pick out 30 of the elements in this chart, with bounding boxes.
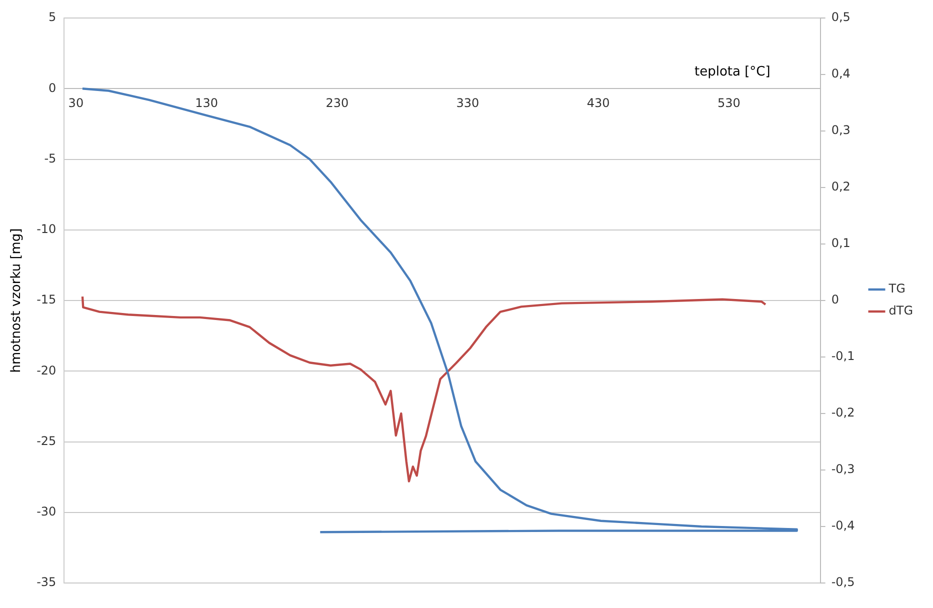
y-tick-label: -30: [36, 504, 56, 518]
y2-tick-label: 0,4: [831, 66, 850, 81]
y2-tick-label: 0,3: [831, 123, 850, 138]
x-tick-label: 430: [586, 96, 610, 110]
y-tick-label: -20: [36, 363, 56, 378]
y-tick-label: -25: [36, 434, 56, 448]
y2-tick-label: 0,1: [831, 236, 850, 250]
y-tick-label: 5: [48, 10, 56, 24]
y-axis-title: hmotnost vzorku [mg]: [9, 228, 24, 373]
x-tick-label: 230: [326, 96, 349, 110]
legend-label: dTG: [888, 304, 914, 318]
y2-tick-label: 0: [831, 292, 839, 307]
x-axis-title: teplota [°C]: [694, 64, 770, 80]
y2-tick-label: -0,4: [831, 518, 855, 533]
y-tick-label: -15: [36, 292, 56, 307]
y2-tick-label: -0,1: [831, 349, 855, 364]
y-tick-label: -35: [36, 575, 56, 590]
y2-tick-label: -0,5: [831, 575, 855, 590]
y2-tick-label: 0,2: [831, 180, 850, 194]
legend-label: TG: [888, 282, 906, 296]
x-tick-label: 330: [456, 96, 480, 110]
y2-tick-label: 0,5: [831, 10, 850, 24]
y2-tick-label: -0,3: [831, 462, 855, 476]
x-tick-label: 130: [195, 96, 218, 110]
y-tick-label: -5: [44, 151, 56, 166]
x-tick-label: 30: [68, 96, 84, 110]
y-tick-label: -10: [36, 222, 56, 236]
y2-tick-label: -0,2: [831, 406, 855, 420]
x-tick-label: 530: [717, 96, 740, 110]
y-tick-label: 0: [48, 80, 56, 95]
